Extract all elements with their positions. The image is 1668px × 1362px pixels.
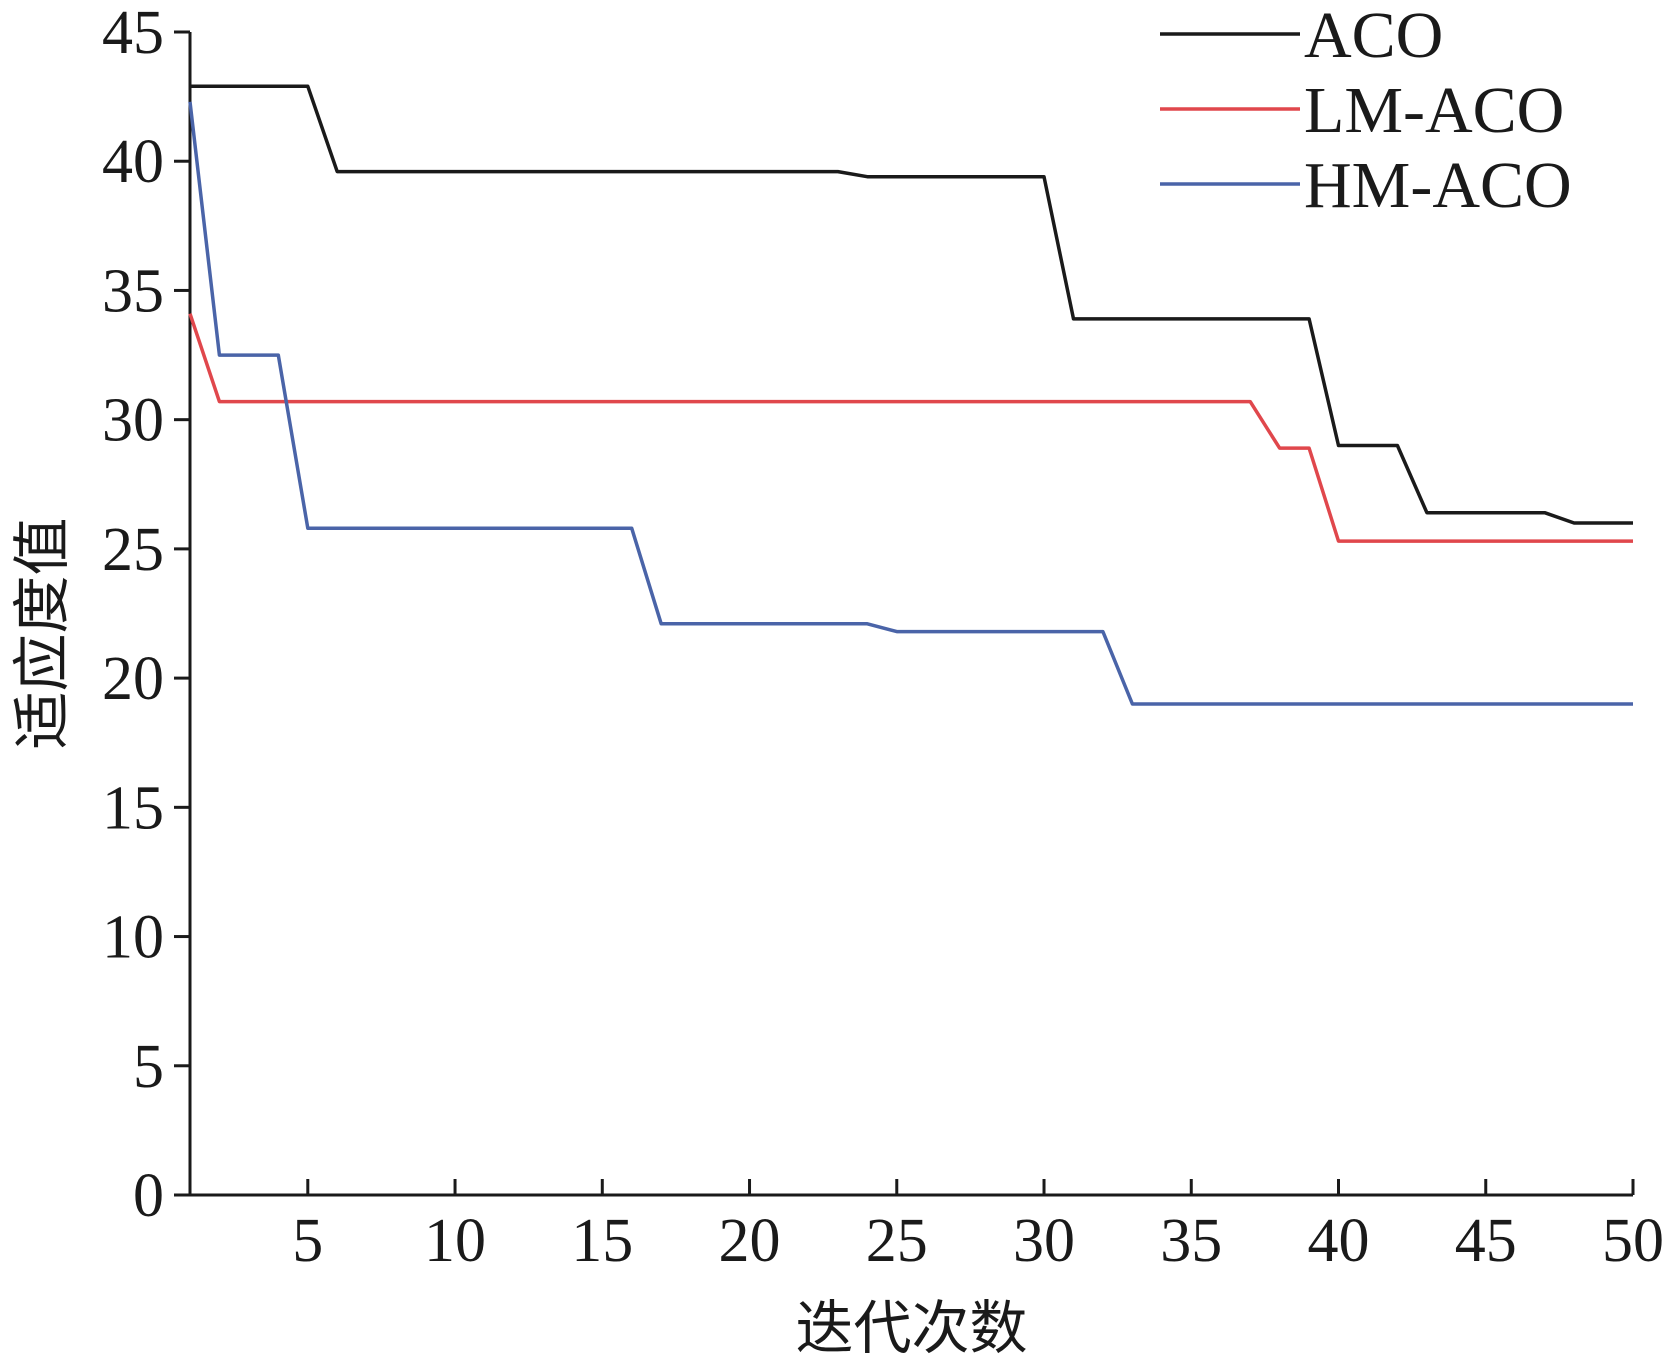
x-tick-label: 20 — [719, 1207, 781, 1275]
x-tick-label: 10 — [424, 1207, 486, 1275]
legend-label-lm-aco: LM-ACO — [1304, 74, 1564, 147]
y-tick-label: 45 — [102, 0, 164, 67]
ticks: 0 5 10 15 20 25 30 35 40 45 5 10 15 20 25 30 35 40 45 50 — [102, 0, 1664, 1275]
y-tick-label: 0 — [133, 1162, 164, 1230]
series — [188, 84, 1633, 706]
axes — [188, 32, 1633, 1197]
x-tick-label: 35 — [1160, 1207, 1222, 1275]
x-tick-label: 50 — [1602, 1207, 1664, 1275]
y-tick-label: 40 — [102, 128, 164, 196]
series-line-aco — [190, 84, 1633, 525]
x-tick-label: 25 — [866, 1207, 928, 1275]
legend-label-hm-aco: HM-ACO — [1304, 149, 1572, 222]
x-axis-title: 迭代次数 — [795, 1294, 1027, 1362]
y-tick-label: 30 — [102, 387, 164, 455]
y-tick-label: 5 — [133, 1033, 164, 1101]
series-line-lm-aco — [188, 313, 1633, 543]
y-axis-title: 适应度值 — [8, 517, 76, 749]
x-tick-label: 45 — [1455, 1207, 1517, 1275]
y-tick-label: 20 — [102, 645, 164, 713]
x-tick-label: 30 — [1013, 1207, 1075, 1275]
x-tick-label: 15 — [571, 1207, 633, 1275]
x-tick-label: 40 — [1308, 1207, 1370, 1275]
legend-label-aco: ACO — [1304, 0, 1443, 72]
y-tick-label: 35 — [102, 257, 164, 325]
y-tick-label: 15 — [102, 774, 164, 842]
y-tick-label: 10 — [102, 904, 164, 972]
series-line-hm-aco — [188, 101, 1633, 706]
x-tick-label: 5 — [292, 1207, 323, 1275]
y-tick-label: 25 — [102, 516, 164, 584]
